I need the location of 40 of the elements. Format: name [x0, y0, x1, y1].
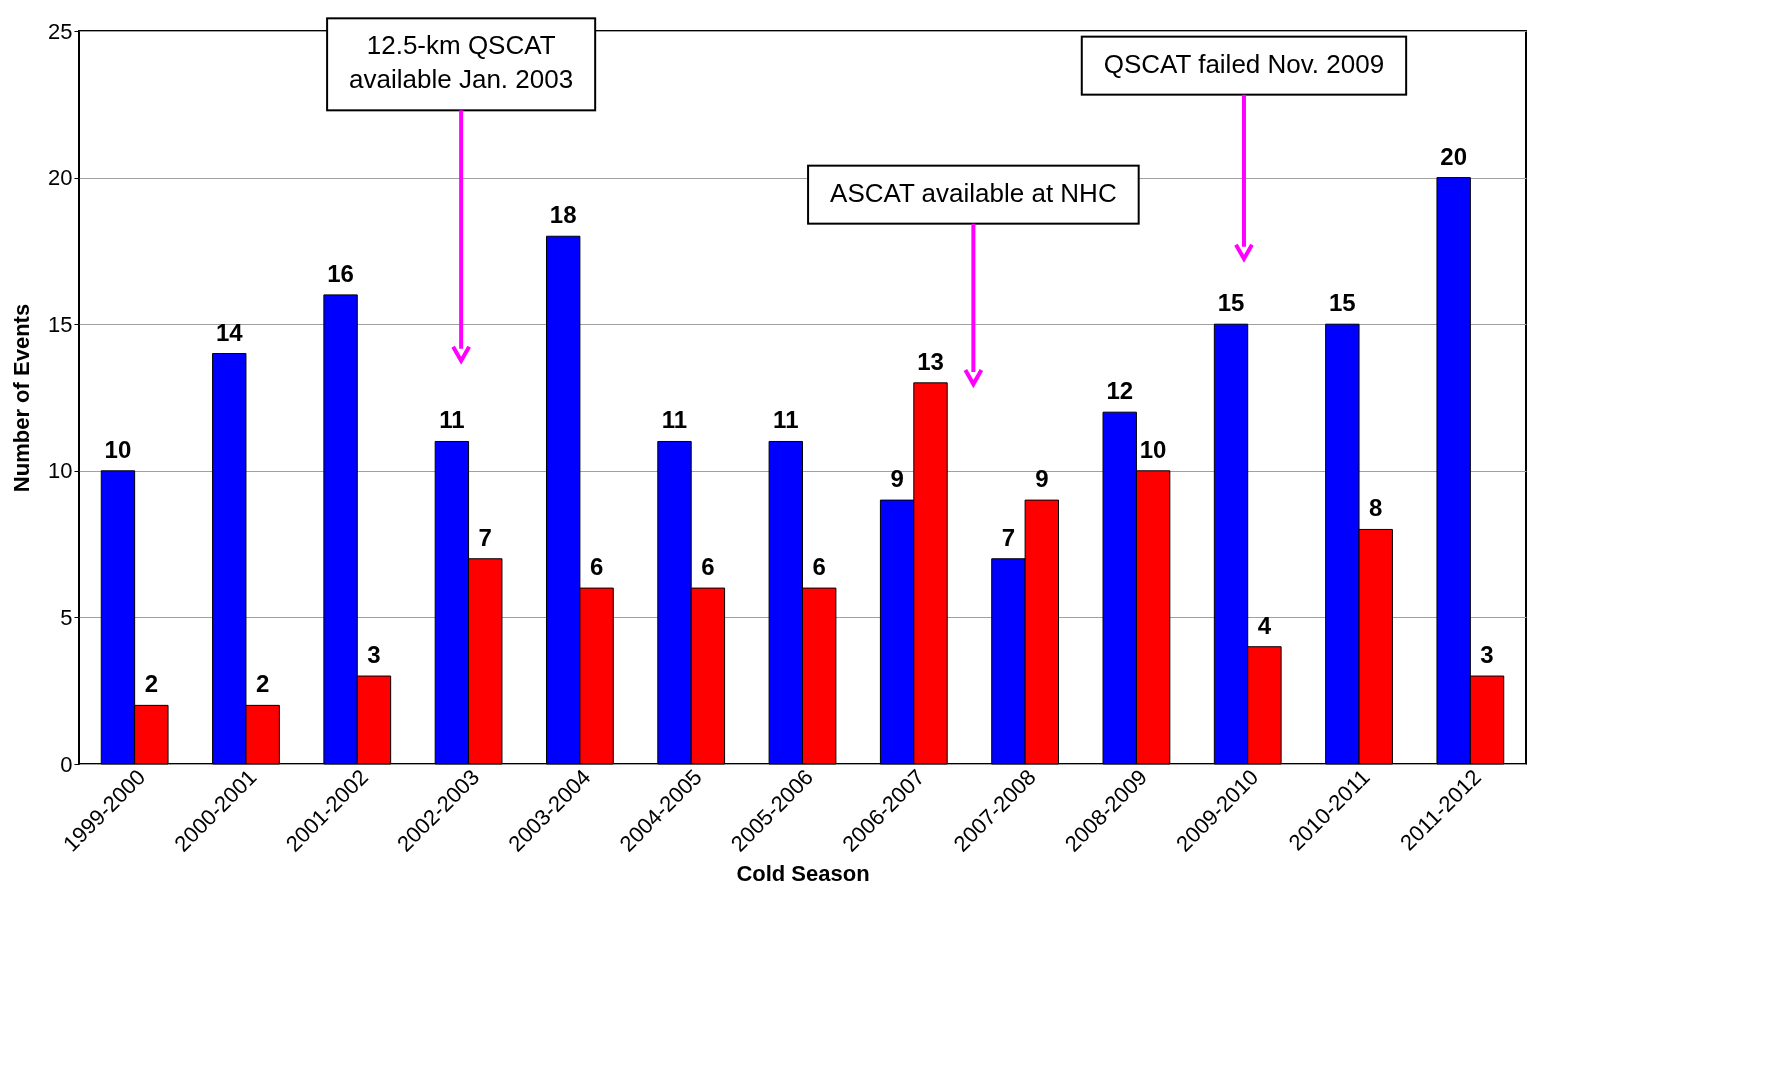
- note-box: QSCAT failed Nov. 2009: [1080, 35, 1408, 96]
- data-label: 2: [144, 670, 159, 698]
- data-label: 6: [701, 553, 715, 581]
- data-label: 11: [661, 406, 688, 434]
- data-label: 8: [1369, 494, 1383, 522]
- y-tick-label: 0: [60, 751, 73, 777]
- data-label: 12: [1106, 377, 1134, 405]
- data-label: 20: [1440, 142, 1467, 170]
- data-label: 9: [1035, 465, 1049, 493]
- y-tick-label: 15: [48, 311, 73, 337]
- data-label: 15: [1217, 289, 1245, 317]
- data-label: 13: [917, 347, 944, 375]
- data-label: 9: [890, 465, 904, 493]
- data-label: 10: [1139, 435, 1167, 463]
- data-label: 16: [327, 259, 354, 287]
- y-tick-label: 20: [48, 165, 73, 191]
- data-label: 4: [1257, 611, 1272, 639]
- data-label: 7: [478, 523, 492, 551]
- data-label: 11: [773, 406, 799, 434]
- data-label: 14: [215, 318, 244, 346]
- data-label: 7: [1001, 523, 1016, 551]
- data-label: 10: [104, 435, 132, 463]
- note-box: ASCAT available at NHC: [807, 164, 1140, 225]
- x-axis-title: Cold Season: [736, 860, 870, 886]
- annotation: ASCAT available at NHC: [830, 177, 1117, 208]
- data-label: 15: [1328, 289, 1356, 317]
- data-label: 2: [255, 670, 270, 698]
- data-label: 11: [439, 406, 465, 434]
- data-label: 18: [549, 201, 577, 229]
- annotation: 12.5-km QSCAT available Jan. 2003: [349, 30, 574, 95]
- data-label: 6: [812, 553, 826, 581]
- y-axis-title: Number of Events: [9, 303, 35, 493]
- data-label: 3: [367, 641, 381, 669]
- y-tick-label: 10: [48, 458, 73, 484]
- data-label: 6: [589, 553, 604, 581]
- note-box: 12.5-km QSCAT available Jan. 2003: [326, 17, 597, 112]
- y-tick-label: 25: [48, 18, 73, 44]
- data-label: 3: [1480, 641, 1494, 669]
- annotation: QSCAT failed Nov. 2009: [1103, 48, 1385, 79]
- y-tick-label: 5: [60, 604, 73, 630]
